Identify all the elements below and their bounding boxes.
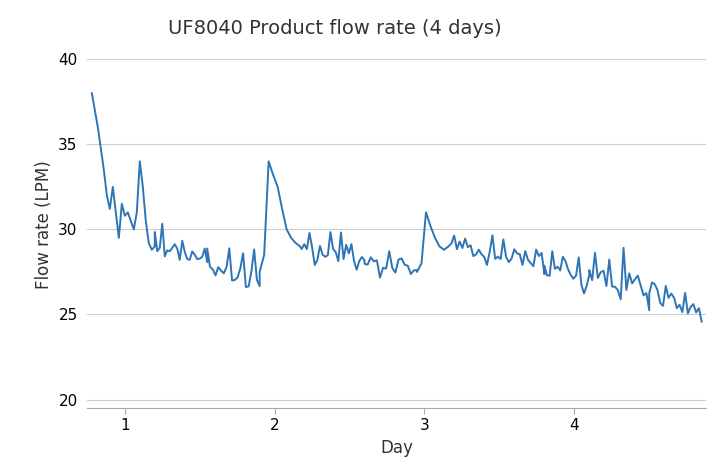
Text: UF8040 Product flow rate (4 days): UF8040 Product flow rate (4 days) [167,19,502,38]
X-axis label: Day: Day [380,439,414,457]
Y-axis label: Flow rate (LPM): Flow rate (LPM) [35,161,52,289]
